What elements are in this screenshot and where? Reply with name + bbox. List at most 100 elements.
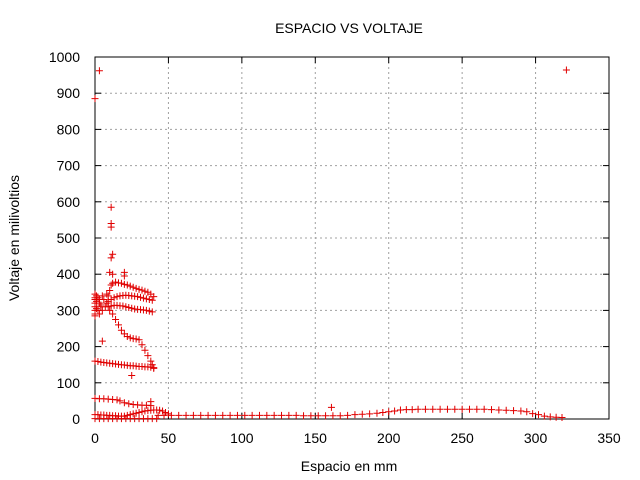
data-point <box>129 410 137 418</box>
data-point <box>153 415 161 423</box>
data-point <box>119 302 127 310</box>
data-point <box>107 302 115 310</box>
data-point <box>546 413 554 421</box>
data-point <box>488 406 496 414</box>
data-point <box>106 268 114 276</box>
data-point <box>125 304 133 312</box>
data-point <box>156 406 164 414</box>
data-point <box>327 403 335 411</box>
data-point <box>120 272 128 280</box>
data-point <box>558 414 566 422</box>
data-point <box>150 364 158 372</box>
data-point <box>137 293 145 301</box>
data-point <box>329 412 337 420</box>
data-point <box>128 372 136 380</box>
data-point <box>144 288 152 296</box>
data-point <box>535 411 543 419</box>
data-point <box>458 405 466 413</box>
y-tick-label: 400 <box>57 266 81 282</box>
data-point <box>414 405 422 413</box>
data-point <box>473 405 481 413</box>
data-point <box>91 312 99 320</box>
data-point <box>132 409 140 417</box>
data-point <box>132 335 140 343</box>
y-tick-label: 0 <box>72 411 80 427</box>
data-point <box>300 412 308 420</box>
data-point <box>182 411 190 419</box>
data-point <box>120 399 128 407</box>
data-point <box>465 405 473 413</box>
data-point <box>278 411 286 419</box>
data-point <box>116 397 124 405</box>
data-point <box>114 321 122 329</box>
data-point <box>122 303 130 311</box>
data-point <box>95 299 103 307</box>
data-point <box>167 411 175 419</box>
y-tick-label: 200 <box>57 339 81 355</box>
data-point <box>144 352 152 360</box>
data-point <box>402 406 410 414</box>
data-point <box>142 306 150 314</box>
data-point <box>226 411 234 419</box>
data-point <box>95 310 103 318</box>
data-point <box>109 250 117 258</box>
data-point <box>523 408 531 416</box>
data-point <box>141 346 149 354</box>
data-point <box>112 278 120 286</box>
data-point <box>138 341 146 349</box>
data-point <box>109 270 117 278</box>
data-point <box>117 279 125 287</box>
data-point <box>132 284 140 292</box>
data-points <box>91 66 570 423</box>
y-tick-label: 1000 <box>49 49 80 65</box>
y-tick-label: 600 <box>57 194 81 210</box>
x-tick-label: 150 <box>304 430 328 446</box>
data-point <box>344 411 352 419</box>
data-point <box>117 326 125 334</box>
y-tick-label: 900 <box>57 85 81 101</box>
data-point <box>233 411 241 419</box>
data-point <box>248 411 256 419</box>
data-point <box>123 332 131 340</box>
data-point <box>255 411 263 419</box>
data-point <box>95 67 103 75</box>
x-tick-label: 50 <box>161 430 177 446</box>
data-point <box>135 285 143 293</box>
data-point <box>148 308 156 316</box>
data-point <box>107 296 115 304</box>
data-point <box>103 290 111 298</box>
y-tick-label: 800 <box>57 121 81 137</box>
y-tick-label: 100 <box>57 375 81 391</box>
data-point <box>540 412 548 420</box>
x-tick-label: 300 <box>524 430 548 446</box>
data-point <box>189 411 197 419</box>
data-point <box>135 408 143 416</box>
data-point <box>138 408 146 416</box>
data-point <box>106 286 114 294</box>
data-point <box>159 407 167 415</box>
y-tick-label: 700 <box>57 158 81 174</box>
x-tick-label: 200 <box>377 430 401 446</box>
grid-lines <box>95 57 609 419</box>
data-point <box>138 286 146 294</box>
data-point <box>145 296 153 304</box>
data-point <box>104 303 112 311</box>
data-point <box>351 411 359 419</box>
data-point <box>495 406 503 414</box>
data-point <box>91 95 99 103</box>
data-point <box>429 405 437 413</box>
data-point <box>126 334 134 342</box>
chart-title: ESPACIO VS VOLTAJE <box>275 20 423 36</box>
data-point <box>148 296 156 304</box>
x-tick-label: 100 <box>230 430 254 446</box>
data-point <box>150 293 158 301</box>
y-tick-label: 300 <box>57 302 81 318</box>
data-point <box>366 410 374 418</box>
data-point <box>385 408 393 416</box>
data-point <box>98 292 106 300</box>
data-point <box>270 411 278 419</box>
data-point <box>175 411 183 419</box>
data-point <box>502 406 510 414</box>
data-point <box>160 411 168 419</box>
y-tick-label: 500 <box>57 230 81 246</box>
